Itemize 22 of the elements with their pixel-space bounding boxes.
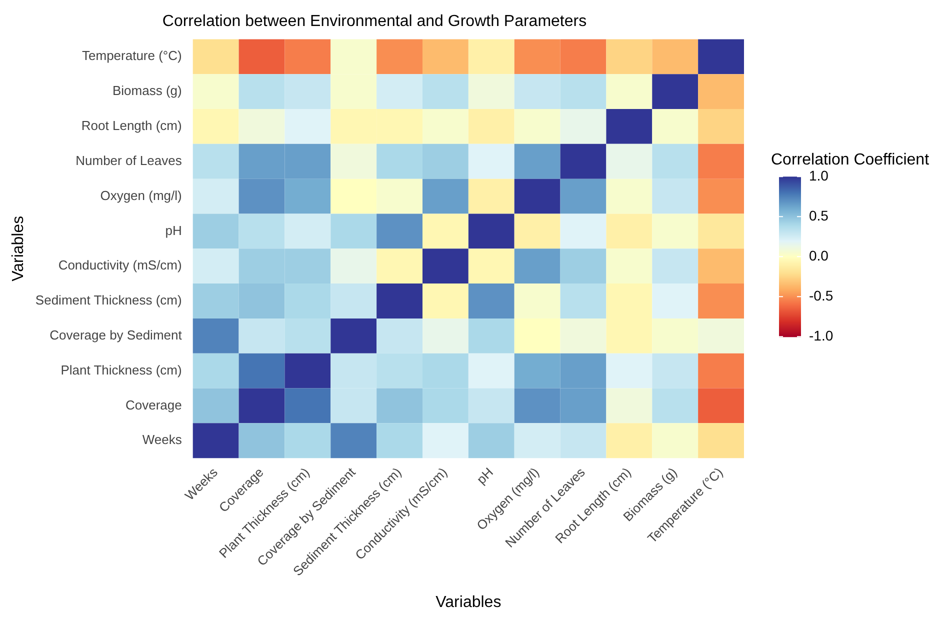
chart-title: Correlation between Environmental and Growth Parameters [162, 13, 587, 30]
y-tick-label: pH [165, 222, 182, 238]
y-tick-label: Weeks [142, 432, 182, 448]
y-axis-title: Variables [10, 216, 28, 282]
y-tick-label: Oxygen (mg/l) [100, 188, 182, 203]
y-tick-label: Plant Thickness (cm) [60, 362, 182, 378]
color-bar-label: 1.0 [809, 167, 829, 184]
color-bar-title: Correlation Coefficient [771, 152, 930, 169]
color-bar-label: -1.0 [809, 327, 834, 344]
color-bar-label: 0.0 [809, 247, 829, 264]
x-axis-title: Variables [436, 594, 502, 611]
color-bar-label: 0.5 [809, 207, 829, 224]
y-tick-label: Biomass (g) [112, 83, 182, 98]
y-tick-label: Number of Leaves [76, 152, 182, 168]
y-tick-label: Root Length (cm) [81, 118, 182, 134]
y-tick-label: Coverage [125, 397, 182, 412]
y-tick-label: Coverage by Sediment [50, 327, 182, 342]
y-tick-label: Temperature (°C) [82, 48, 182, 64]
y-tick-label: Conductivity (mS/cm) [58, 258, 182, 273]
y-tick-label: Sediment Thickness (cm) [35, 292, 182, 308]
color-bar-label: -0.5 [809, 287, 834, 304]
x-tick-label: pH [474, 464, 496, 487]
